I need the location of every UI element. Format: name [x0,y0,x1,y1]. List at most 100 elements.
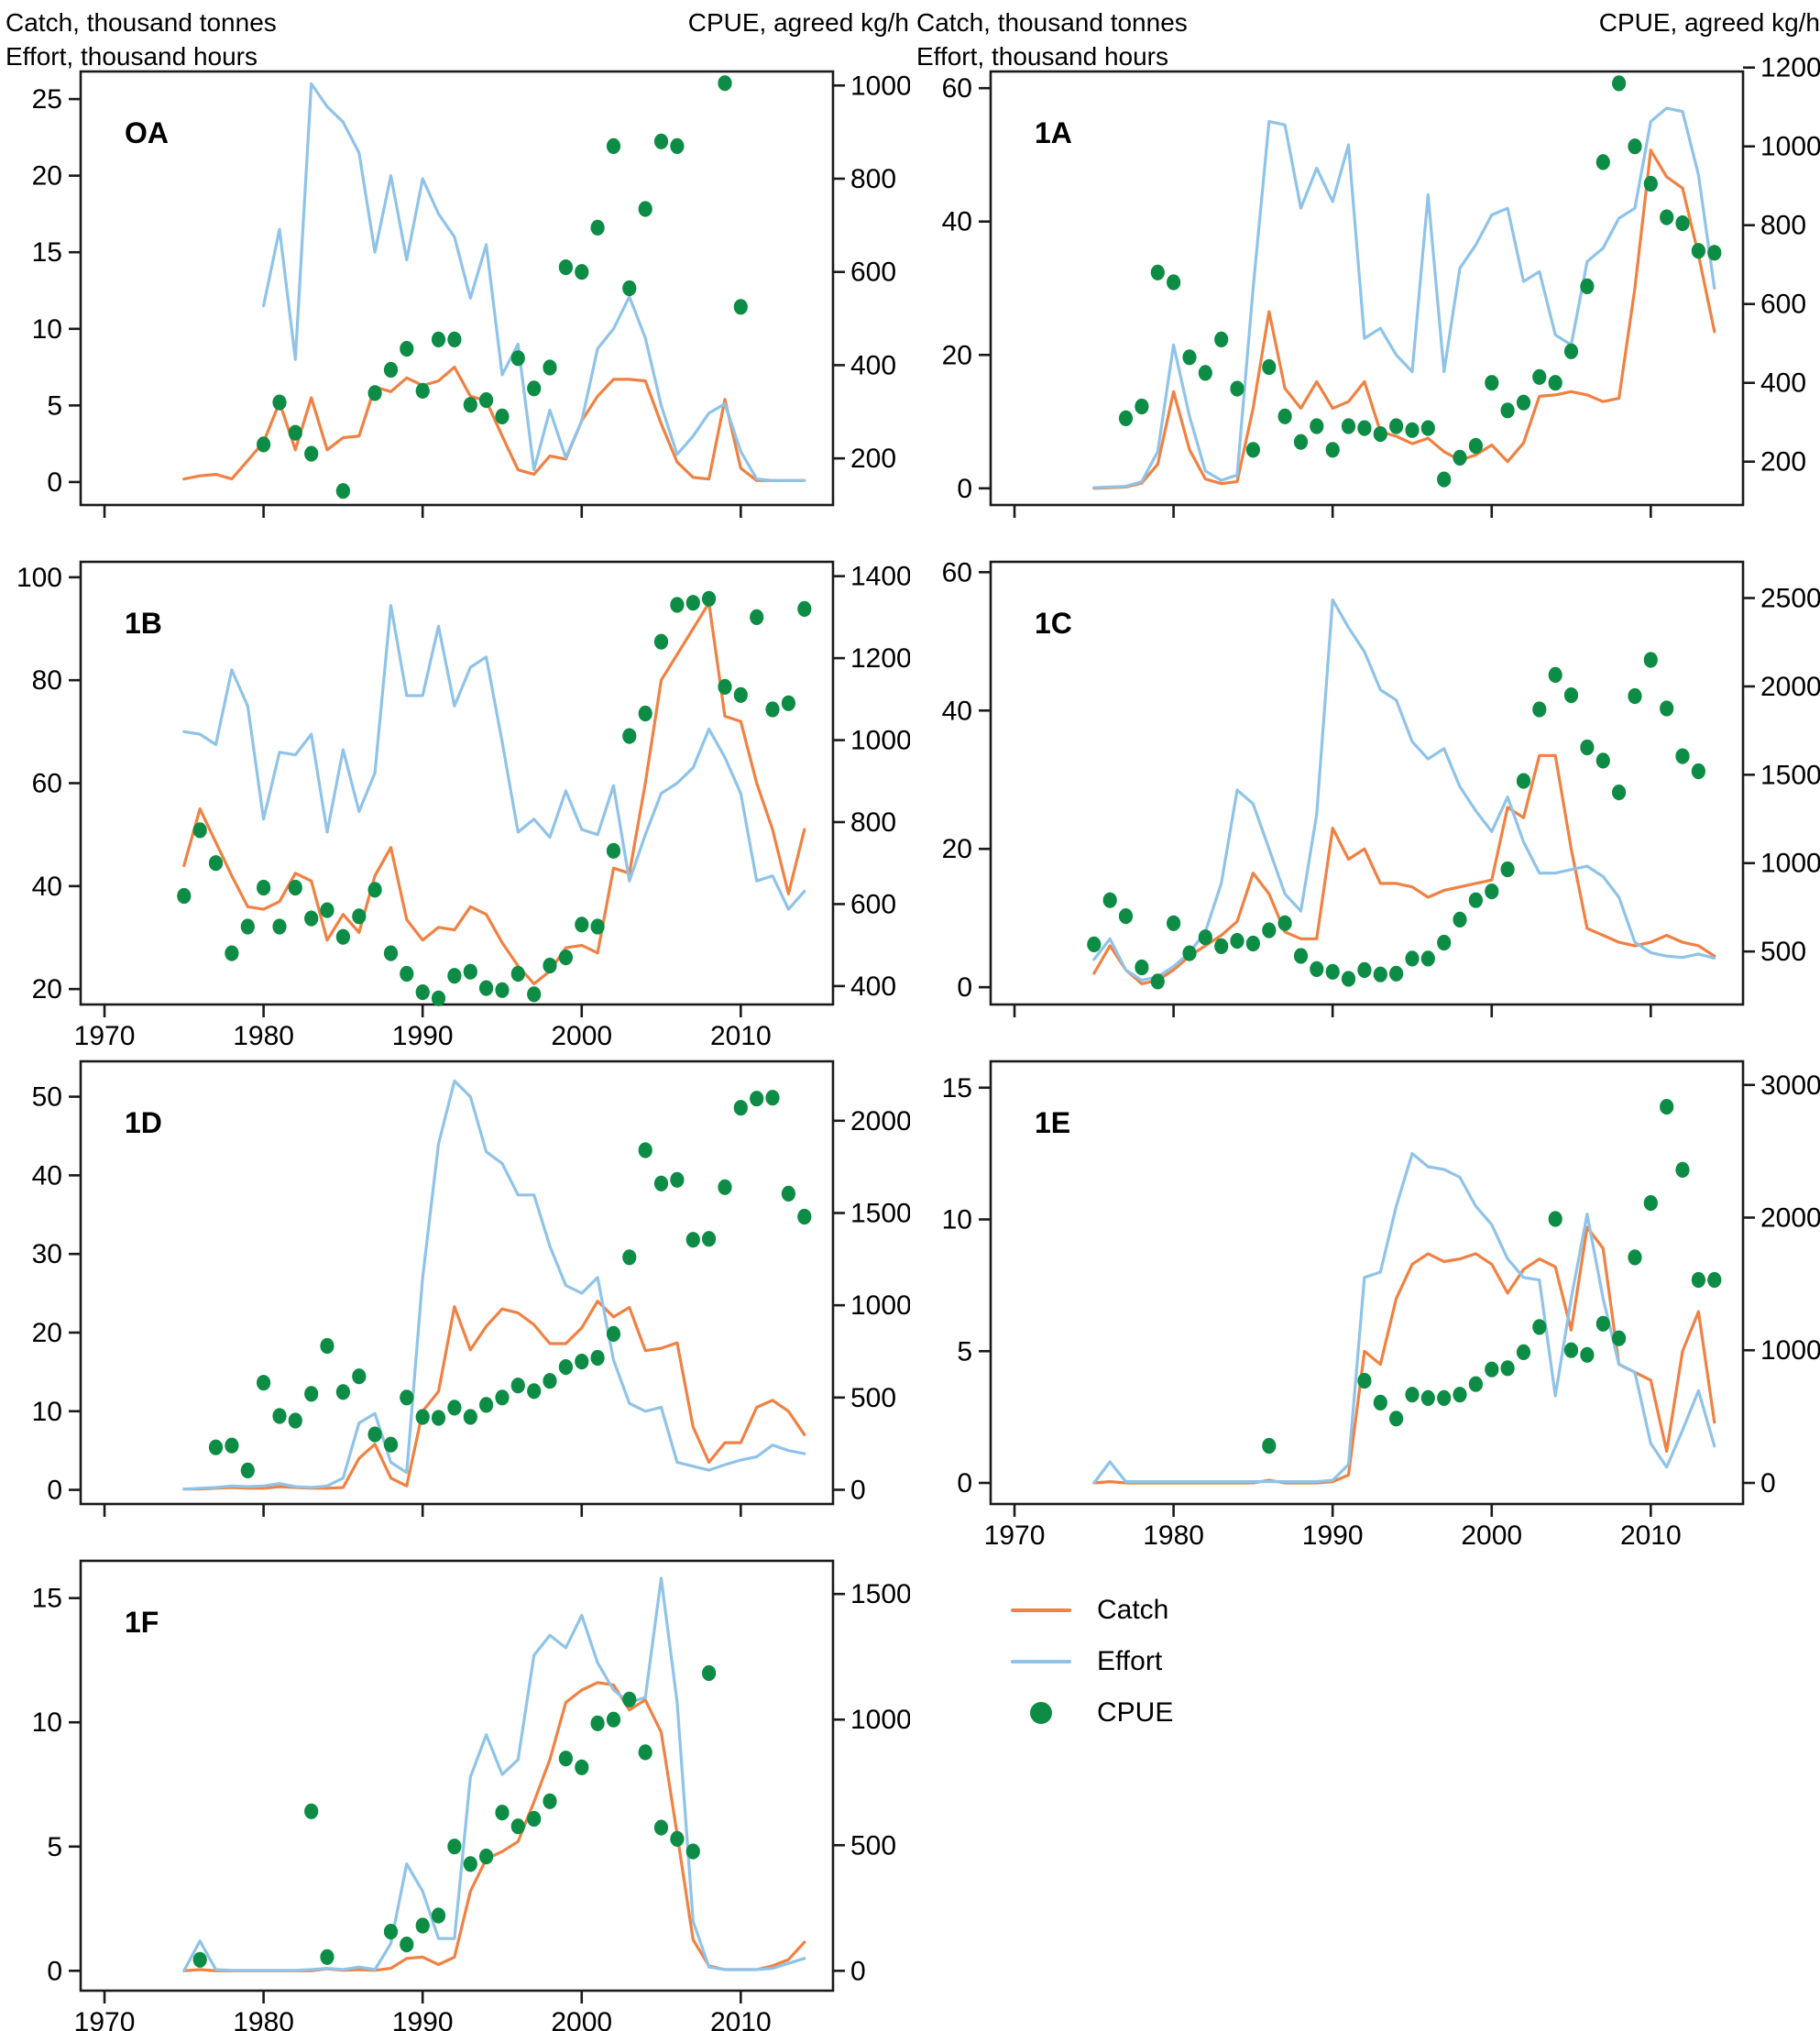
cpue-dot [447,1400,462,1416]
left-axis-tick-label: 100 [16,563,62,593]
cpue-dot [1230,933,1244,950]
cpue-dot [1675,748,1690,764]
cpue-dot [1150,973,1165,990]
panel-title: 1D [125,1106,162,1139]
cpue-dot [1643,652,1658,668]
panel-OA-chart: 0 5 10 15 20 25 200 400 600 800 1000 OA [32,70,912,518]
plot-frame [989,70,1745,507]
cpue-dot [304,1803,319,1819]
catch-line [1092,753,1716,985]
right-axis-tick-label: 500 [1760,937,1806,967]
cpue-dot [400,341,414,357]
cpue-dot [606,1711,621,1728]
cpue-dot [1707,1271,1722,1289]
cpue-dot [1628,138,1642,155]
cpue-dot [1135,398,1149,415]
cpue-dot [320,1337,334,1355]
catch-units-label: Catch, thousand tonnes [5,8,277,37]
cpue-dot [718,1179,732,1195]
cpue-dot [702,1231,717,1247]
cpue-dot [733,686,748,703]
cpue-dot [750,609,764,625]
cpue-dot [415,382,430,399]
cpue-dot [447,331,462,347]
cpue-dot [1691,243,1705,259]
x-axis-tick-label: 1990 [392,2007,454,2031]
cpue-dot [1230,380,1244,397]
left-column-header: Catch, thousand tonnes Effort, thousand … [5,5,909,73]
cpue-dot [1500,402,1515,419]
cpue-dot [1516,773,1531,789]
panel-title: 1C [1035,607,1072,640]
right-axis-tick-label: 400 [850,972,896,1002]
x-axis-tick-label: 1990 [392,1021,454,1047]
cpue-dot [495,408,510,424]
effort-line-swatch [1011,1660,1071,1663]
cpue-dot [1675,1161,1690,1178]
cpue-dot [653,1175,669,1191]
left-axis-tick-label: 40 [32,872,62,902]
cpue-dot [638,1744,652,1761]
cpue-dot [400,1389,414,1406]
cpue-dot [400,1937,414,1953]
panel-title: OA [125,116,169,149]
cpue-dot [1357,1372,1372,1389]
panel-1F: 0 5 10 15 0 500 1000 1500 1970 1980 1990 2000 2010 1F [0,1546,912,2031]
cpue-dot [558,1359,574,1376]
cpue-dot [1516,394,1531,411]
cpue-dot [718,678,732,695]
cpue-units-label: CPUE, agreed kg/h [687,8,909,37]
catch-line [1092,1225,1716,1485]
x-axis-tick-label: 1970 [984,1521,1046,1546]
legend-item-cpue: CPUE [1011,1695,1173,1731]
x-axis-tick-label: 2000 [551,2007,612,2031]
cpue-dot [335,928,350,945]
effort-line [182,1079,806,1491]
right-axis-tick-label: 1000 [1760,132,1820,162]
effort-line [182,1576,806,1972]
left-axis-tick-label: 10 [32,1397,62,1427]
cpue-dot [1245,442,1260,458]
cpue-dot [208,855,224,872]
cpue-dot [702,1664,717,1682]
left-axis-tick-label: 25 [32,84,62,115]
cpue-dot [638,1142,652,1158]
cpue-dot [192,822,207,839]
cpue-dot [1118,908,1134,925]
cpue-dot [527,1810,542,1828]
cpue-dot [1389,418,1404,434]
cpue-dot [304,910,319,927]
right-axis-tick-label: 200 [1760,447,1806,478]
cpue-dot [431,990,446,1006]
cpue-dot [463,397,477,413]
cpue-swatch-wrap [1011,1702,1071,1724]
cpue-dot [415,1917,430,1934]
cpue-dot [638,705,652,722]
cpue-units-label: CPUE, agreed kg/h [1598,8,1820,37]
cpue-dot [1277,915,1292,931]
cpue-dot [463,1409,477,1425]
effort-line [1092,106,1716,489]
left-axis-tick-label: 60 [32,769,62,799]
cpue-dot [352,1368,367,1385]
cpue-dot [1500,861,1515,878]
cpue-dot [1468,892,1483,908]
cpue-dot [1167,915,1181,931]
cpue-dot [1628,687,1642,705]
cpue-dot [479,1849,494,1865]
right-axis-tick-label: 600 [1760,290,1806,320]
legend-label: Catch [1097,1595,1169,1625]
right-axis-tick-label: 1500 [850,1198,910,1228]
left-axis-tick-label: 40 [32,1160,62,1191]
cpue-dot [1182,945,1197,961]
cpue-dot [575,917,589,933]
cpue-dot [1595,752,1610,769]
right-axis-tick-label: 400 [1760,368,1806,399]
cpue-dot [1643,1195,1658,1212]
cpue-dot [335,1384,350,1400]
cpue-dot [1563,1342,1579,1358]
left-axis-tick-label: 15 [942,1073,972,1103]
cpue-dot [272,918,287,935]
cpue-dot [1691,1271,1705,1289]
plot-frame [79,560,835,1006]
